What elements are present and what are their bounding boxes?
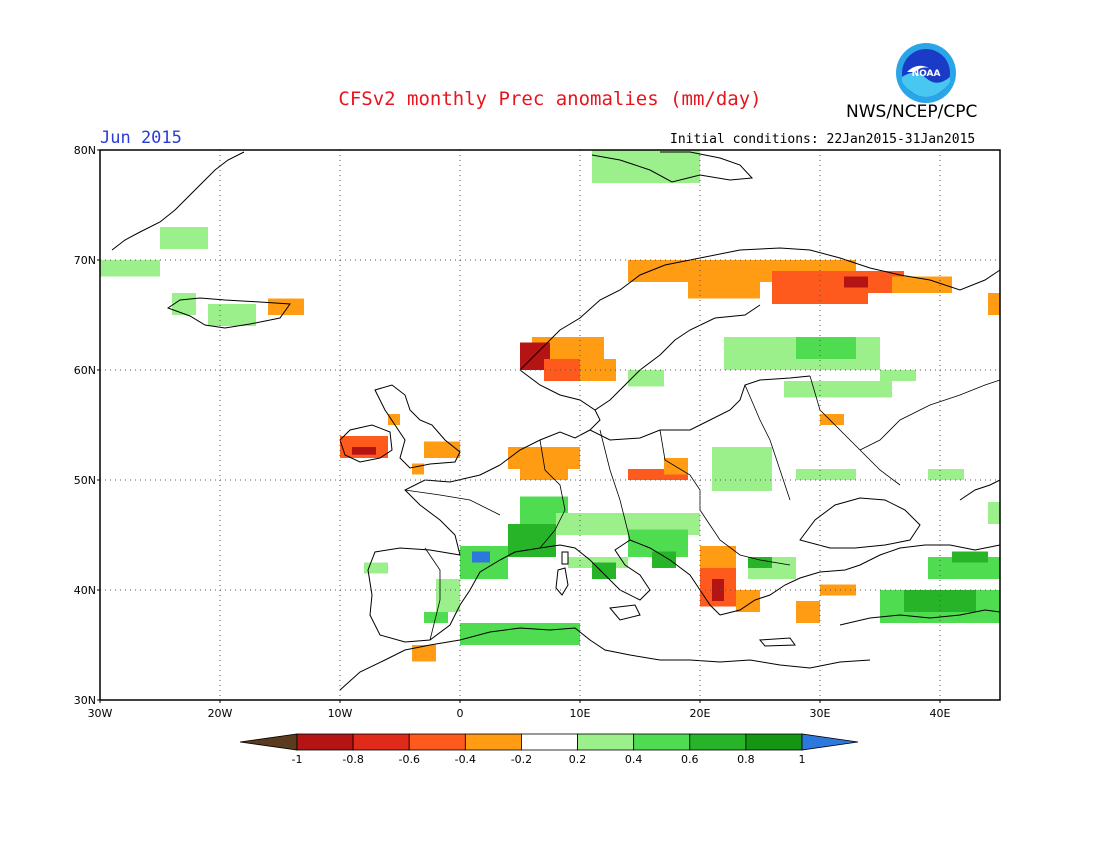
anomaly-cell-53 [592,562,616,579]
anomaly-cell-15 [424,441,460,458]
anomaly-cell-31 [172,293,196,315]
colorbar-segment [352,733,410,751]
map-frame [99,149,1001,701]
colorbar-under-triangle [239,733,298,751]
anomaly-cell-16 [412,463,424,475]
colorbar-label: -0.8 [342,753,363,766]
coastlines [111,151,1001,691]
anomaly-cell-10 [988,293,1000,315]
anomaly-cell-13 [352,447,376,455]
anomaly-cell-50 [364,562,388,574]
colorbar-label: 1 [799,753,806,766]
anomaly-cell-36 [880,370,916,381]
map-title: CFSv2 monthly Prec anomalies (mm/day) [338,88,762,110]
anomaly-cell-19 [628,469,688,480]
anomaly-cell-60 [928,469,964,480]
colorbar-label: -1 [292,753,303,766]
anomaly-cell-37 [784,381,892,398]
colorbar-segment [745,733,803,751]
lon-label: 20E [690,707,711,720]
anomaly-cell-27 [820,414,844,425]
anomaly-cell-14 [388,414,400,425]
colorbar-segment [296,733,354,751]
anomaly-cell-2 [544,359,580,381]
anomaly-cell-33 [592,150,700,183]
colorbar-label: -0.6 [398,753,419,766]
colorbar-segment [521,733,578,751]
lon-label: 0 [457,707,464,720]
colorbar-over-triangle [801,733,859,751]
colorbar-segment [577,733,635,751]
lat-label: 80N [74,144,96,157]
lat-label: 50N [74,474,96,487]
colorbar-label: -0.4 [455,753,476,766]
anomaly-cell-32 [208,304,256,326]
graticule [100,150,1000,700]
axis-labels: 30N 40N 50N 60N 70N 80N 30W 20W 10W 0 10E 20E 30E 40E [74,144,951,720]
colorbar-segment [689,733,747,751]
anomaly-cell-40 [796,469,856,480]
colorbar-label: 0.4 [625,753,643,766]
noaa-logo-icon: NOAA [896,43,956,103]
anomaly-cell-18 [520,463,568,480]
lon-label: 40E [930,707,951,720]
anomaly-cell-11 [268,298,304,315]
organization-label: NWS/NCEP/CPC [846,102,978,122]
anomaly-cell-35 [796,337,856,359]
logo-text: NOAA [912,69,941,79]
colorbar-segment [408,733,466,751]
anomaly-cell-59 [952,551,988,563]
lat-label: 40N [74,584,96,597]
colorbar-label: 0.6 [681,753,699,766]
lat-label: 30N [74,694,96,707]
initial-conditions: Initial conditions: 22Jan2015-31Jan2015 [670,132,976,147]
anomaly-cell-28 [412,645,436,662]
lon-label: 20W [208,707,233,720]
colorbar-segment [633,733,691,751]
lat-label: 60N [74,364,96,377]
colorbar-label: -0.2 [511,753,532,766]
anomaly-cell-8 [844,276,868,288]
anomaly-cell-38 [628,370,664,387]
anomaly-cell-45 [652,551,676,568]
lat-label: 70N [74,254,96,267]
colorbar-label: 0.8 [737,753,755,766]
anomaly-cell-24 [736,590,760,612]
anomaly-cell-9 [892,276,952,293]
anomaly-cell-25 [796,601,820,623]
anomaly-cells [100,150,1000,662]
anomaly-cell-3 [580,359,616,381]
lon-label: 10W [328,707,353,720]
anomaly-cell-55 [748,557,772,568]
anomaly-cell-5 [688,276,760,299]
lon-label: 30E [810,707,831,720]
anomaly-cell-29 [100,260,160,277]
anomaly-cell-26 [820,584,856,596]
anomaly-cell-51 [460,623,580,645]
forecast-period: Jun 2015 [100,128,182,148]
lon-label: 10E [570,707,591,720]
anomaly-cell-61 [988,502,1000,524]
colorbar-segment [464,733,522,751]
anomaly-cell-47 [472,551,490,563]
anomaly-cell-23 [712,579,724,601]
lon-label: 30W [88,707,113,720]
colorbar-label: 0.2 [569,753,587,766]
colorbar-legend: -1 -0.8 -0.6 -0.4 -0.2 0.2 0.4 0.6 0.8 1 [239,733,859,766]
anomaly-cell-21 [700,546,736,568]
anomaly-cell-39 [712,447,772,491]
anomaly-cell-30 [160,227,208,249]
